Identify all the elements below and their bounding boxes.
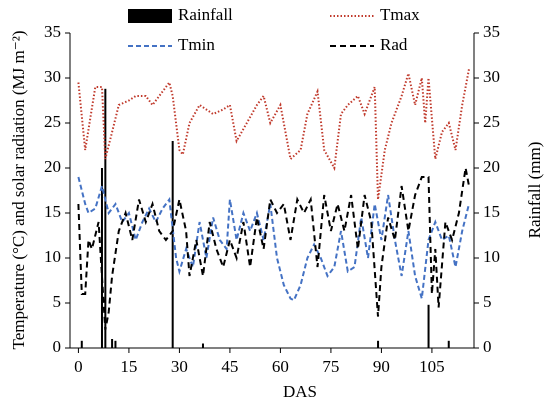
y2-tick-label: 0 [483,337,492,356]
y-tick-label: 15 [44,202,61,221]
y-axis-label: Temperature (°C) and solar radiation (MJ… [9,31,28,350]
y2-axis-label: Rainfall (mm) [525,142,544,239]
series-line [77,167,470,331]
legend-label: Tmin [178,35,215,54]
rain-bar [80,340,83,348]
x-tick-label: 0 [74,357,83,376]
y2-tick-label: 35 [483,22,500,41]
x-tick-label: 75 [322,357,339,376]
x-tick-label: 90 [373,357,390,376]
y2-tick-label: 30 [483,67,500,86]
x-tick-label: 45 [221,357,238,376]
x-tick-label: 30 [171,357,188,376]
y-tick-label: 20 [44,157,61,176]
y-tick-label: 35 [44,22,61,41]
x-tick-label: 15 [120,357,137,376]
y-tick-label: 25 [44,112,61,131]
rain-bar [171,141,174,348]
y-tick-label: 10 [44,247,61,266]
y-tick-label: 30 [44,67,61,86]
x-tick-label: 105 [419,357,445,376]
y2-tick-label: 20 [483,157,500,176]
rain-bar [100,168,103,348]
rain-bar [104,88,107,349]
legend-label: Rad [380,35,408,54]
x-axis-label: DAS [283,382,317,401]
y2-tick-label: 5 [483,292,492,311]
rain-bar [377,340,380,348]
y2-tick-label: 10 [483,247,500,266]
y2-tick-label: 15 [483,202,500,221]
series-line [77,176,470,302]
legend-label: Tmax [380,5,420,24]
legend-swatch [128,9,172,23]
x-tick-label: 60 [272,357,289,376]
y2-tick-label: 25 [483,112,500,131]
rain-bar [114,340,117,348]
series-line [77,68,470,200]
rain-bar [201,343,204,348]
y-tick-label: 5 [53,292,62,311]
rain-bar [447,340,450,348]
y-tick-label: 0 [53,337,62,356]
rain-bar [111,339,114,348]
legend-label: Rainfall [178,5,233,24]
rain-bar [427,304,430,348]
